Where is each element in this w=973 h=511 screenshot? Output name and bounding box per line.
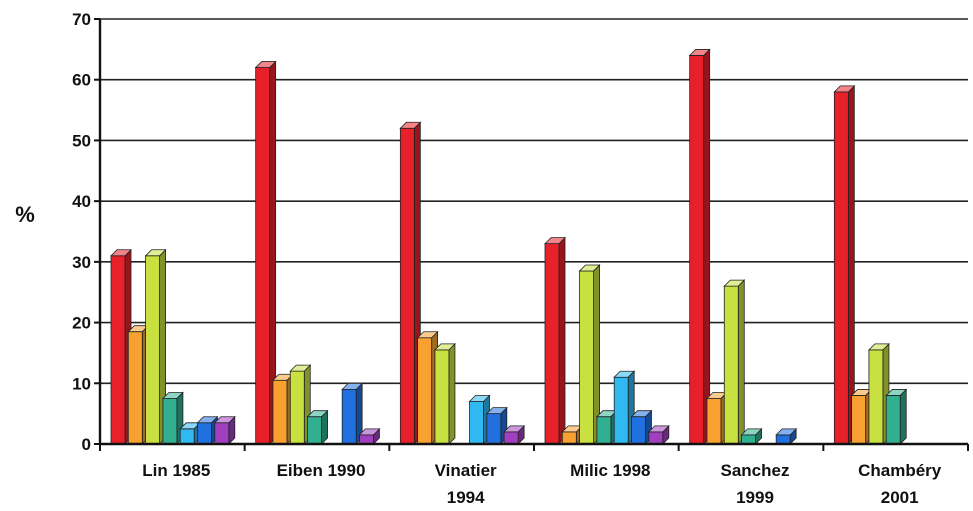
bar — [213, 415, 236, 445]
bar — [503, 424, 526, 445]
y-tick-label: 30 — [72, 253, 91, 272]
bar — [341, 382, 364, 445]
bar — [306, 409, 329, 445]
x-category-label: Eiben 1990 — [277, 461, 366, 480]
x-axis-labels: Lin 1985 Eiben 1990 Vinatier 1994 Milic 1998… — [142, 461, 941, 507]
bar — [688, 48, 711, 445]
bar — [161, 391, 184, 445]
bar — [544, 236, 566, 445]
bar — [578, 263, 601, 445]
y-tick-label: 40 — [72, 192, 91, 211]
x-category-label: 1994 — [447, 488, 485, 507]
bar — [775, 427, 798, 445]
y-tick-label: 70 — [72, 10, 91, 29]
x-category-label: 2001 — [881, 488, 919, 507]
gridlines — [100, 18, 968, 445]
bar — [867, 342, 890, 445]
x-category-label: Lin 1985 — [142, 461, 210, 480]
bar — [885, 388, 908, 445]
bar — [647, 424, 670, 445]
y-axis-label: % — [15, 202, 35, 227]
bar — [723, 279, 746, 445]
y-tick-label: 20 — [72, 314, 91, 333]
bar — [833, 84, 856, 445]
x-category-label: Sanchez — [721, 461, 790, 480]
x-category-label: Vinatier — [435, 461, 497, 480]
axes — [98, 19, 969, 451]
y-tick-label: 60 — [72, 71, 91, 90]
x-category-label: 1999 — [736, 488, 774, 507]
x-category-label: Milic 1998 — [570, 461, 650, 480]
y-tick-label: 10 — [72, 374, 91, 393]
bar — [399, 121, 422, 445]
bar-series-group — [110, 48, 908, 445]
y-axis-ticks: 0 10 20 30 40 50 60 70 — [72, 10, 100, 454]
bar — [740, 427, 763, 445]
y-tick-label: 50 — [72, 131, 91, 150]
y-tick-label: 0 — [82, 435, 91, 454]
bar — [433, 342, 456, 445]
bar — [358, 427, 381, 445]
x-category-label: Chambéry — [858, 461, 942, 480]
bar — [254, 60, 277, 445]
